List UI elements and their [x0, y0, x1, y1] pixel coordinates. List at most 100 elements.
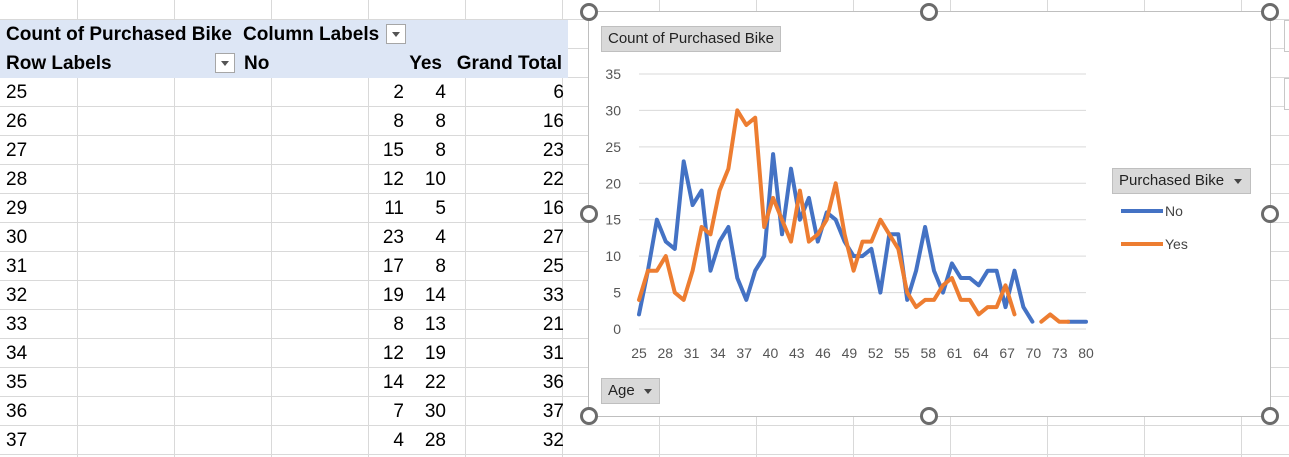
x-tick-label: 73	[1052, 345, 1068, 361]
value-cell-total[interactable]: 36	[542, 372, 564, 393]
axis-field-button[interactable]: Age	[601, 378, 660, 404]
value-cell-yes[interactable]: 5	[435, 198, 446, 219]
value-cell-no[interactable]: 12	[382, 169, 404, 190]
row-labels-header[interactable]: Row Labels	[6, 53, 112, 74]
value-cell-total[interactable]: 16	[542, 198, 564, 219]
resize-handle-top-right[interactable]	[1261, 3, 1279, 21]
pivot-chart[interactable]: 0 5 10 15 20 25 30 35 25 28 31 34 37 40 43 46 49 52 55 58 61…	[588, 11, 1271, 417]
value-cell-no[interactable]: 2	[393, 82, 404, 103]
row-label-cell[interactable]: 32	[6, 285, 28, 306]
value-cell-no[interactable]: 8	[393, 111, 404, 132]
resize-handle-bottom[interactable]	[920, 407, 938, 425]
x-tick-label: 80	[1078, 345, 1094, 361]
value-field-button[interactable]: Count of Purchased Bike	[601, 26, 781, 52]
row-label-cell[interactable]: 28	[6, 169, 28, 190]
x-tick-label: 31	[684, 345, 700, 361]
value-cell-no[interactable]: 23	[382, 227, 404, 248]
resize-handle-top-left[interactable]	[580, 3, 598, 21]
y-tick-label: 15	[605, 212, 621, 228]
value-cell-yes[interactable]: 13	[424, 314, 446, 335]
resize-handle-top[interactable]	[920, 3, 938, 21]
value-cell-yes[interactable]: 14	[424, 285, 446, 306]
row-label-cell[interactable]: 36	[6, 401, 28, 422]
value-cell-total[interactable]: 25	[542, 256, 564, 277]
value-cell-total[interactable]: 27	[542, 227, 564, 248]
table-row: 27 15 8 23	[0, 136, 568, 165]
row-label-cell[interactable]: 29	[6, 198, 28, 219]
value-cell-no[interactable]: 19	[382, 285, 404, 306]
axis-field-label: Age	[608, 382, 635, 399]
value-cell-no[interactable]: 14	[382, 372, 404, 393]
row-label-cell[interactable]: 37	[6, 430, 28, 451]
chevron-down-icon	[1234, 179, 1243, 184]
table-row: 29 11 5 16	[0, 194, 568, 223]
row-label-cell[interactable]: 35	[6, 372, 28, 393]
row-label-cell[interactable]: 31	[6, 256, 28, 277]
table-row: 35 14 22 36	[0, 368, 568, 397]
value-cell-yes[interactable]: 30	[424, 401, 446, 422]
value-cell-total[interactable]: 37	[542, 401, 564, 422]
column-header-grand-total[interactable]: Grand Total	[456, 53, 562, 74]
row-labels-filter-dropdown[interactable]	[215, 53, 235, 73]
row-label-cell[interactable]: 25	[6, 82, 28, 103]
x-tick-label: 25	[631, 345, 647, 361]
legend-field-button[interactable]: Purchased Bike	[1112, 168, 1252, 194]
value-cell-total[interactable]: 16	[542, 111, 564, 132]
value-cell-yes[interactable]: 8	[435, 111, 446, 132]
value-cell-yes[interactable]: 4	[435, 227, 446, 248]
x-tick-label: 49	[842, 345, 858, 361]
table-row: 26 8 8 16	[0, 107, 568, 136]
x-tick-label: 37	[736, 345, 752, 361]
value-cell-no[interactable]: 7	[393, 401, 404, 422]
value-cell-total[interactable]: 6	[553, 82, 564, 103]
value-cell-yes[interactable]: 8	[435, 140, 446, 161]
column-header-no[interactable]: No	[244, 53, 270, 74]
row-label-cell[interactable]: 26	[6, 111, 28, 132]
y-tick-label: 30	[605, 102, 621, 118]
table-row: 32 19 14 33	[0, 281, 568, 310]
x-tick-label: 52	[868, 345, 884, 361]
y-tick-label: 20	[605, 175, 621, 191]
row-label-cell[interactable]: 30	[6, 227, 28, 248]
x-tick-label: 55	[894, 345, 910, 361]
table-row: 34 12 19 31	[0, 339, 568, 368]
value-cell-yes[interactable]: 8	[435, 256, 446, 277]
value-cell-no[interactable]: 11	[384, 198, 404, 219]
series-line-no	[637, 152, 1088, 324]
value-cell-total[interactable]: 31	[542, 343, 564, 364]
resize-handle-bottom-right[interactable]	[1261, 407, 1279, 425]
value-cell-no[interactable]: 4	[393, 430, 404, 451]
table-row: 25 2 4 6	[0, 78, 568, 107]
value-cell-yes[interactable]: 10	[424, 169, 446, 190]
y-tick-label: 5	[613, 285, 621, 301]
chevron-down-icon	[643, 389, 652, 394]
value-cell-yes[interactable]: 28	[424, 430, 446, 451]
value-cell-yes[interactable]: 22	[424, 372, 446, 393]
value-cell-total[interactable]: 22	[542, 169, 564, 190]
value-cell-no[interactable]: 8	[393, 314, 404, 335]
legend-label-yes: Yes	[1165, 236, 1188, 252]
value-cell-no[interactable]: 15	[382, 140, 404, 161]
row-label-cell[interactable]: 34	[6, 343, 28, 364]
value-cell-total[interactable]: 33	[542, 285, 564, 306]
resize-handle-left[interactable]	[580, 205, 598, 223]
x-tick-label: 40	[763, 345, 779, 361]
value-cell-yes[interactable]: 4	[435, 82, 446, 103]
pivot-header-row-1: Count of Purchased Bike Column Labels	[0, 20, 568, 49]
resize-handle-right[interactable]	[1261, 205, 1279, 223]
value-cell-yes[interactable]: 19	[424, 343, 446, 364]
value-cell-total[interactable]: 21	[542, 314, 564, 335]
value-cell-total[interactable]: 32	[542, 430, 564, 451]
value-cell-total[interactable]: 23	[542, 140, 564, 161]
value-cell-no[interactable]: 17	[382, 256, 404, 277]
pivot-title[interactable]: Count of Purchased Bike	[6, 24, 232, 45]
column-labels-filter-dropdown[interactable]	[386, 24, 406, 44]
row-label-cell[interactable]: 27	[6, 140, 28, 161]
column-labels-header[interactable]: Column Labels	[243, 24, 380, 45]
y-tick-label: 10	[605, 248, 621, 264]
row-label-cell[interactable]: 33	[6, 314, 28, 335]
resize-handle-bottom-left[interactable]	[580, 407, 598, 425]
value-cell-no[interactable]: 12	[382, 343, 404, 364]
column-header-yes[interactable]: Yes	[409, 53, 442, 74]
x-tick-label: 64	[973, 345, 989, 361]
